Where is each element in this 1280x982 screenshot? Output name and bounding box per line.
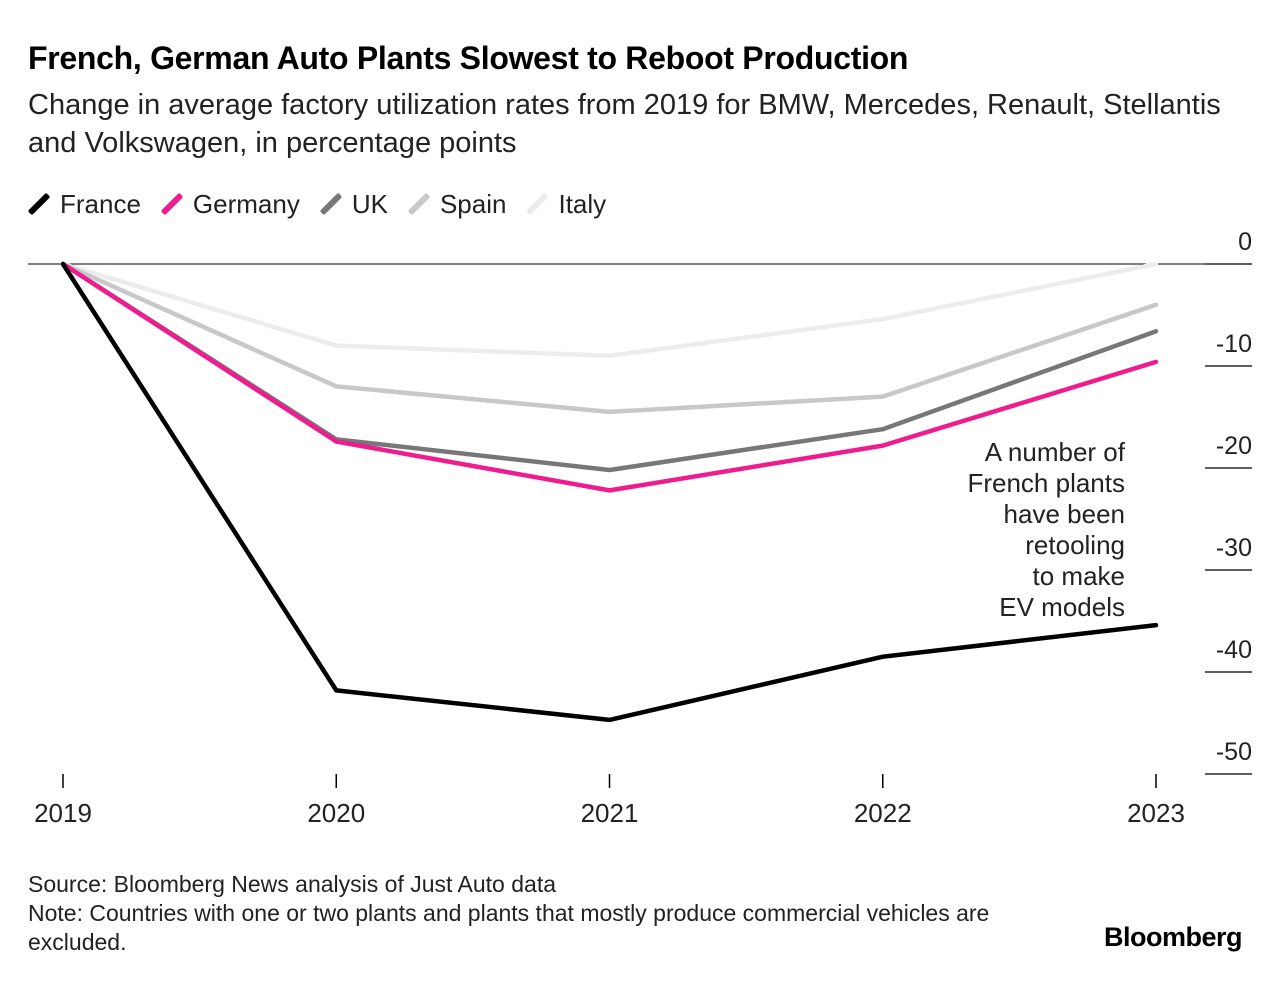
y-tick-label: -20 xyxy=(1216,432,1252,460)
legend-item-uk: UK xyxy=(319,188,388,220)
annotation-line: have been xyxy=(1004,499,1125,529)
chart-subtitle: Change in average factory utilization ra… xyxy=(28,89,1221,159)
series-line-france xyxy=(60,261,1159,723)
y-tick-label: -50 xyxy=(1216,738,1252,766)
legend-item-italy: Italy xyxy=(526,189,606,220)
series-line-spain xyxy=(60,261,1159,415)
y-tick-label: -10 xyxy=(1216,330,1252,358)
y-tick-label: -40 xyxy=(1216,636,1252,664)
x-tick-label: 2023 xyxy=(1127,798,1185,828)
note-text: Note: Countries with one or two plants a… xyxy=(28,900,990,955)
x-tick-label: 2021 xyxy=(581,798,639,828)
chart-title: French, German Auto Plants Slowest to Re… xyxy=(28,40,909,76)
x-tick-label: 2019 xyxy=(34,798,92,828)
annotation-line: retooling xyxy=(1025,530,1125,560)
legend: France Germany UK Spain Italy xyxy=(27,186,626,222)
annotation-line: EV models xyxy=(999,592,1125,622)
source-text: Source: Bloomberg News analysis of Just … xyxy=(28,871,557,897)
annotation-line: A number of xyxy=(985,437,1126,467)
x-tick-label: 2020 xyxy=(307,798,365,828)
legend-label-germany: Germany xyxy=(192,188,300,219)
annotation-line: to make xyxy=(1033,561,1126,591)
y-tick-label: -30 xyxy=(1216,534,1252,562)
footer: Source: Bloomberg News analysis of Just … xyxy=(28,870,1048,957)
legend-label-uk: UK xyxy=(351,188,388,219)
legend-label-italy: Italy xyxy=(558,188,607,219)
legend-label-spain: Spain xyxy=(439,188,507,219)
legend-label-france: France xyxy=(60,188,141,219)
legend-item-spain: Spain xyxy=(407,188,507,220)
x-tick-label: 2022 xyxy=(854,798,912,828)
bloomberg-logo: Bloomberg xyxy=(1103,922,1243,952)
legend-item-france: France xyxy=(27,188,141,220)
series-line-germany xyxy=(60,261,1159,493)
y-tick-label: 0 xyxy=(1238,228,1252,256)
series-line-italy xyxy=(60,261,1159,359)
annotation-line: French plants xyxy=(967,468,1125,498)
legend-item-germany: Germany xyxy=(160,188,300,220)
